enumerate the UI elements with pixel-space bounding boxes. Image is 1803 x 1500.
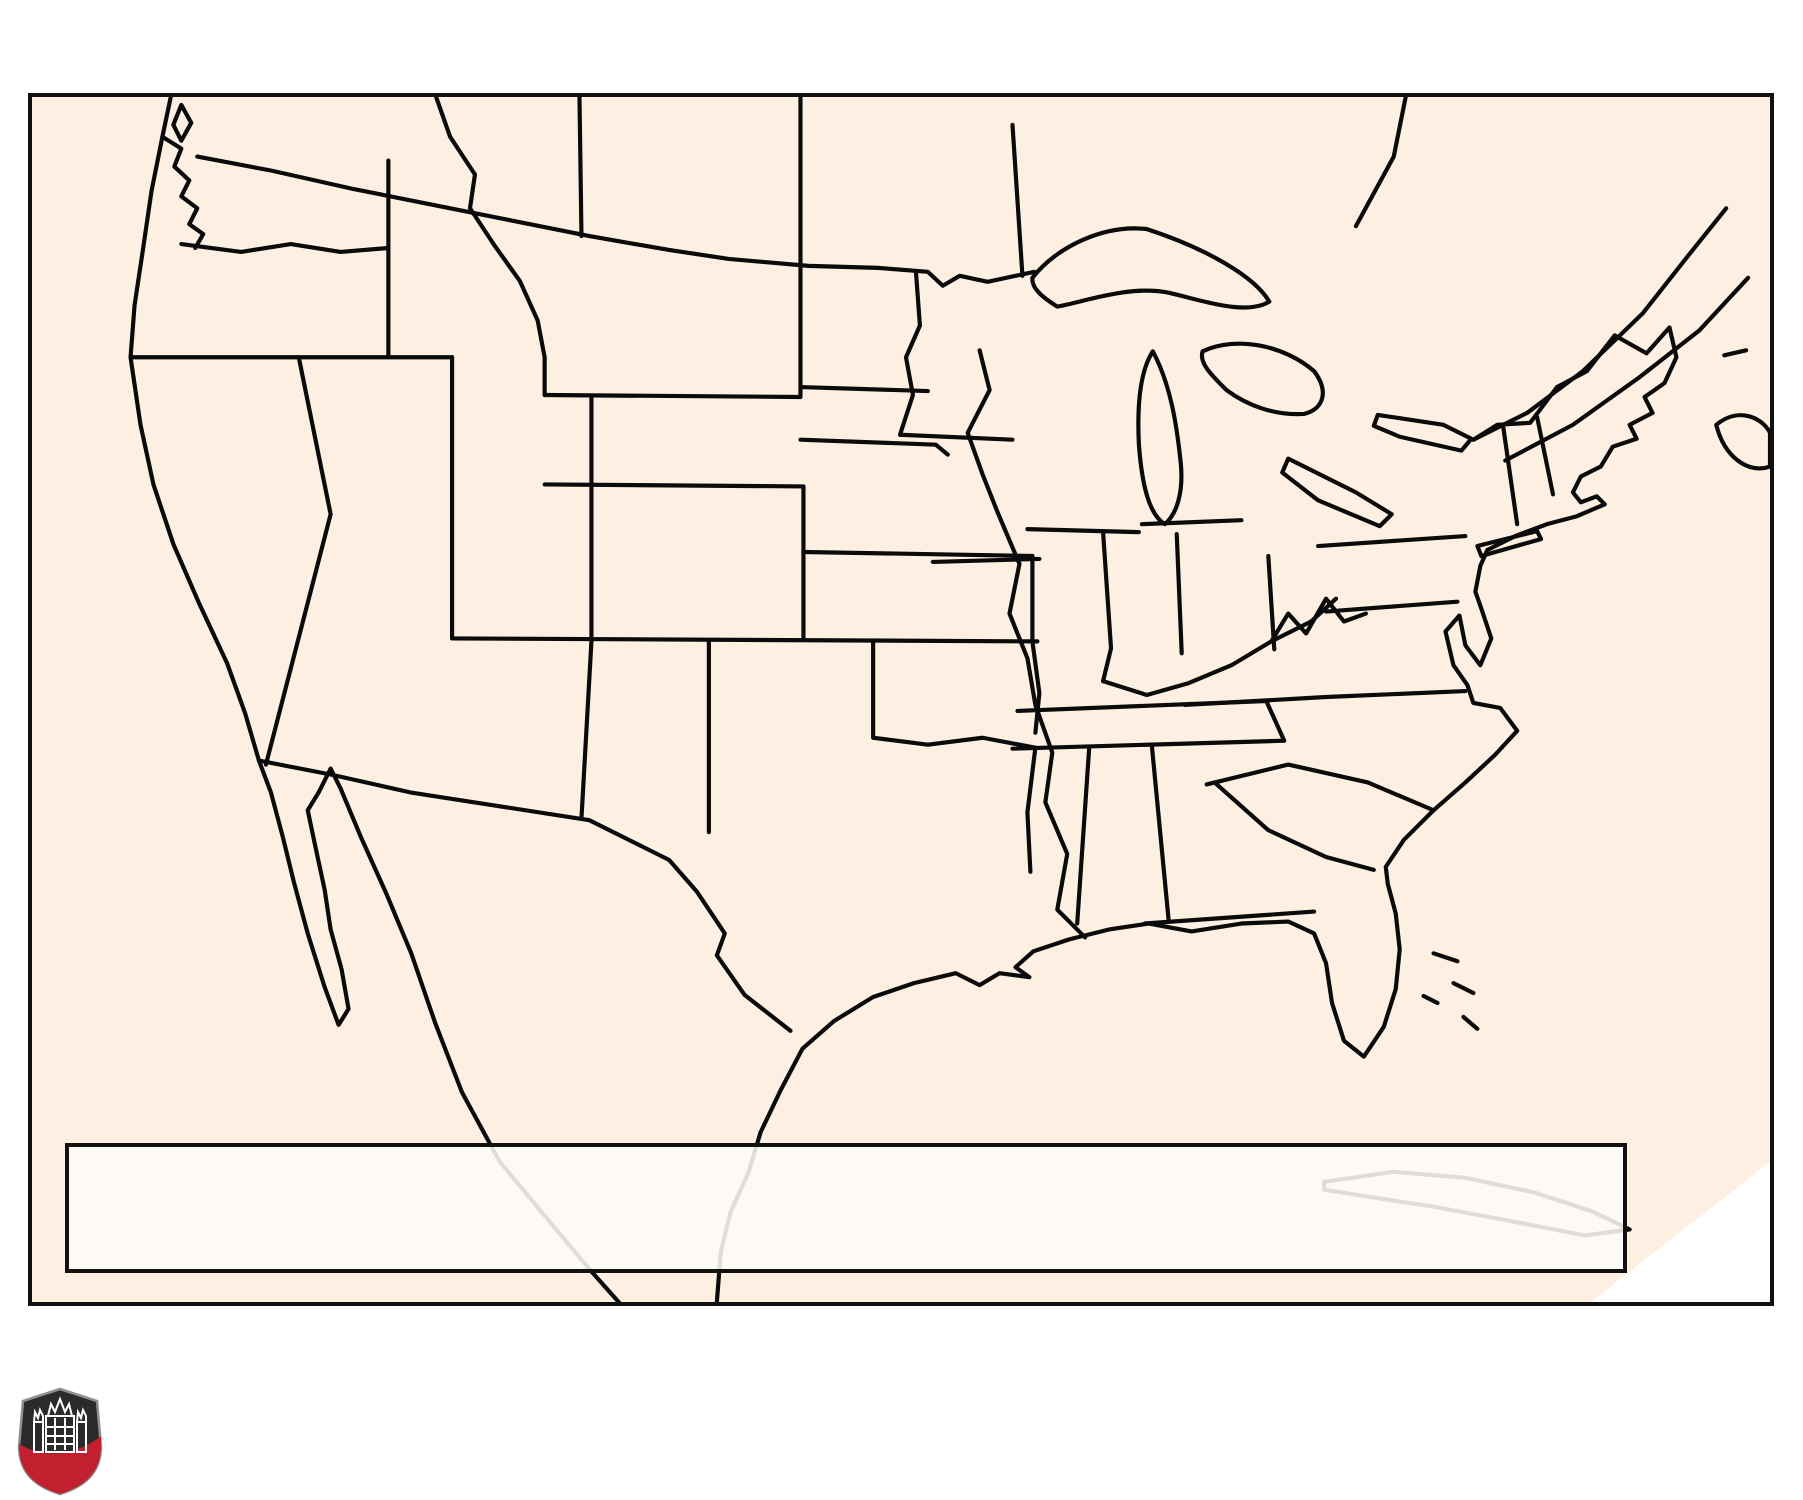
alabama-georgia-border [1149,743,1171,924]
canadian-province-lines [577,97,1408,398]
long-island [1475,529,1544,559]
us-borders-svg [128,97,1770,1302]
minnesota-west-border [897,269,923,437]
castle-icon [33,1396,87,1453]
lake-ontario [1371,412,1474,453]
mexico-border [256,758,793,1033]
stlawrence-river [1471,206,1751,463]
map-image [28,93,1774,1306]
georgia-southcarolina-border [1212,780,1376,872]
tennessee-south-border [1010,698,1287,751]
oklahoma-texas-border [871,639,1038,750]
mississippi-river [995,510,1088,940]
bahamas-dashes [1421,951,1480,1031]
virginia-northcarolina-border [1182,688,1468,708]
ohio-river [1100,596,1339,698]
vancouver-island [171,102,194,143]
wyoming-south-border [542,482,806,489]
info-box [65,1143,1627,1273]
atlantic-gulf-coastline [714,325,1679,1302]
northcarolina-southcarolina-border [1204,762,1436,813]
no-data-wedge [1590,1161,1770,1302]
nebraska-kansas-border [801,549,1035,559]
wisconsin-illinois-border [1025,527,1141,535]
niu-logo [17,1387,103,1496]
washington-oregon-border [179,241,391,255]
arkansas-west-border [1025,745,1038,874]
indiana-ohio-border [1174,532,1184,656]
dakotas-borders [798,384,950,457]
westvirginia-border [1269,596,1368,644]
minnesota-iowa-border [897,432,1015,442]
montana-wyoming-border [542,392,803,400]
georgia-florida-border [1142,909,1317,926]
illinois-indiana-border [1100,530,1114,684]
arizona-newmexico-border [579,639,594,821]
wisconsin-west-border [965,348,1000,515]
nova-scotia [1714,348,1770,471]
idaho-montana-border [434,97,547,398]
canada-border [195,154,1037,288]
newengland-borders [1471,325,1672,527]
pacific-coastline [128,97,622,1302]
michigan-south-border [1139,518,1244,527]
lake-michigan [1136,349,1184,527]
niu-red-band [19,1436,101,1494]
california-nevada-border [263,355,333,767]
lake-superior [1030,226,1272,310]
iowa-missouri-border [930,556,1042,564]
lake-huron [1199,341,1325,417]
newyork-pennsylvania-border [1266,533,1468,652]
puget-sound [160,134,206,251]
fourcorners-south-border [449,636,1040,644]
lake-erie [1280,456,1394,529]
mississippi-alabama-border [1075,746,1092,926]
